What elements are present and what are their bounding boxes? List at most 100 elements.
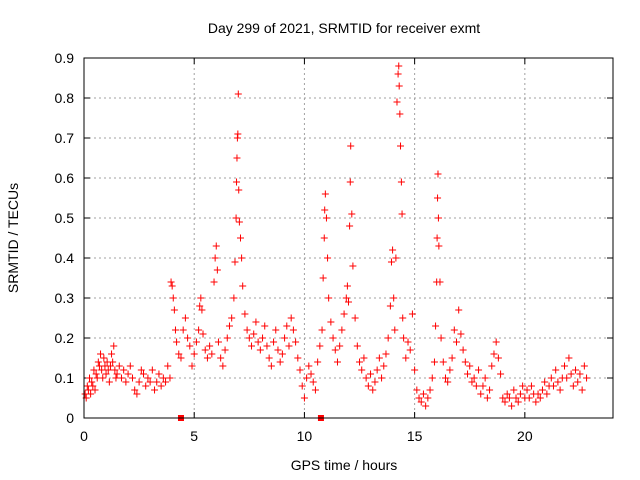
data-point: [329, 334, 337, 342]
data-point: [437, 334, 445, 342]
data-point: [519, 382, 527, 390]
data-point: [137, 366, 145, 374]
data-point: [386, 302, 394, 310]
data-point: [98, 366, 106, 374]
data-point: [494, 354, 502, 362]
data-point: [196, 302, 204, 310]
data-point: [87, 390, 95, 398]
data-point: [552, 366, 560, 374]
data-point: [490, 350, 498, 358]
x-axis-label: GPS time / hours: [291, 457, 398, 473]
data-point: [108, 350, 116, 358]
data-point: [470, 374, 478, 382]
data-point: [221, 346, 229, 354]
data-point: [397, 142, 405, 150]
data-point: [477, 390, 485, 398]
data-point: [411, 366, 419, 374]
data-point: [309, 378, 317, 386]
data-point: [210, 278, 218, 286]
data-point: [300, 394, 308, 402]
data-point: [331, 346, 339, 354]
data-point: [124, 370, 132, 378]
data-point: [272, 326, 280, 334]
data-point: [402, 354, 410, 362]
data-point: [305, 362, 313, 370]
data-point: [406, 346, 414, 354]
data-point: [233, 154, 241, 162]
data-point: [99, 374, 107, 382]
data-point: [583, 374, 591, 382]
data-point: [576, 370, 584, 378]
data-point: [248, 342, 256, 350]
data-point: [289, 326, 297, 334]
data-point: [453, 338, 461, 346]
data-point: [233, 178, 241, 186]
data-point: [239, 282, 247, 290]
data-point: [387, 258, 395, 266]
data-point: [102, 370, 110, 378]
data-point: [536, 394, 544, 402]
data-point: [556, 386, 564, 394]
data-point: [285, 342, 293, 350]
data-point: [133, 390, 141, 398]
data-point: [450, 326, 458, 334]
data-point: [89, 382, 97, 390]
y-tick-label: 0.8: [55, 90, 75, 106]
data-point: [263, 342, 271, 350]
data-point: [466, 362, 474, 370]
data-point: [236, 234, 244, 242]
data-point: [230, 294, 238, 302]
data-point: [408, 310, 416, 318]
data-point: [186, 342, 194, 350]
data-point: [563, 374, 571, 382]
data-point: [109, 358, 117, 366]
data-point: [320, 234, 328, 242]
data-point: [444, 378, 452, 386]
data-point: [228, 314, 236, 322]
data-point: [91, 386, 99, 394]
data-point: [475, 366, 483, 374]
x-tick-label: 0: [80, 428, 88, 444]
data-point: [278, 350, 286, 358]
data-point: [527, 382, 535, 390]
data-point: [316, 342, 324, 350]
data-point: [396, 110, 404, 118]
data-point: [428, 374, 436, 382]
data-point: [392, 254, 400, 262]
data-point: [499, 394, 507, 402]
data-point: [325, 294, 333, 302]
data-point: [201, 346, 209, 354]
data-point: [523, 386, 531, 394]
data-points: [81, 62, 591, 410]
data-point: [346, 178, 354, 186]
y-tick-label: 0.1: [55, 370, 75, 386]
data-point: [479, 382, 487, 390]
data-point: [235, 218, 243, 226]
data-point: [353, 342, 361, 350]
data-point: [501, 398, 509, 406]
data-point: [159, 374, 167, 382]
data-point: [580, 362, 588, 370]
data-point: [532, 398, 540, 406]
data-point: [415, 394, 423, 402]
data-point: [188, 362, 196, 370]
y-tick-label: 0.4: [55, 250, 75, 266]
data-point: [294, 354, 302, 362]
data-point: [117, 374, 125, 382]
data-point: [292, 338, 300, 346]
data-point: [424, 394, 432, 402]
data-point: [417, 398, 425, 406]
data-point: [171, 326, 179, 334]
data-point: [457, 330, 465, 338]
data-point: [340, 310, 348, 318]
data-point: [351, 314, 359, 322]
data-point: [439, 358, 447, 366]
data-point: [472, 382, 480, 390]
data-point: [265, 354, 273, 362]
data-point: [84, 386, 92, 394]
data-point: [281, 334, 289, 342]
data-point: [378, 374, 386, 382]
data-point: [259, 334, 267, 342]
data-point: [393, 98, 401, 106]
